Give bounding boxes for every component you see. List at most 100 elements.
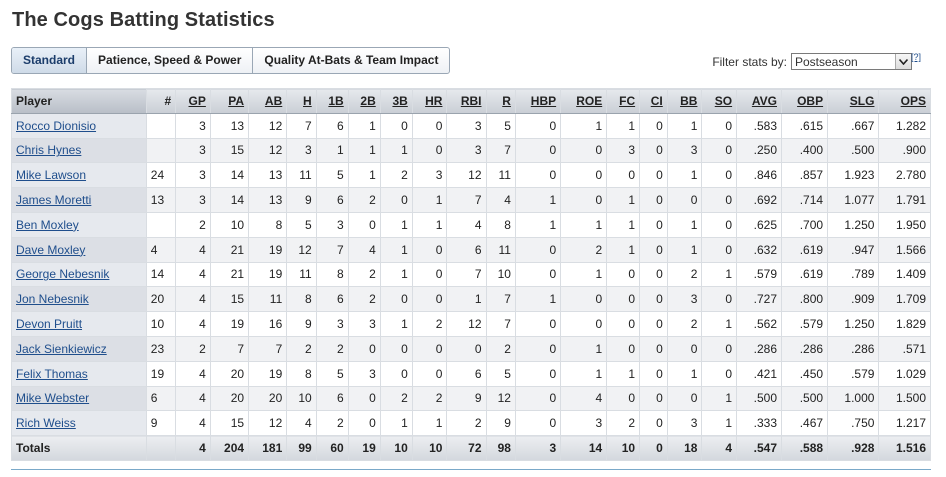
stat-cell: .615	[780, 112, 829, 139]
stat-cell: 1	[701, 261, 738, 288]
tab-quality-at-bats-team-impact[interactable]: Quality At-Bats & Team Impact	[264, 53, 439, 67]
stat-cell: 7	[485, 311, 516, 337]
column-header-hr[interactable]: HR	[411, 88, 448, 114]
stat-cell: 12	[446, 162, 487, 189]
stat-cell: 0	[639, 211, 668, 238]
totals-cell	[145, 435, 177, 461]
column-header-slg[interactable]: SLG	[827, 88, 880, 114]
stat-cell: 0	[560, 187, 608, 213]
player-link[interactable]: Chris Hynes	[16, 143, 82, 158]
column-header-so[interactable]: SO	[701, 88, 738, 114]
stat-cell: .500	[827, 137, 880, 164]
column-header-h[interactable]: H	[286, 88, 317, 114]
player-cell: Devon Pruitt	[11, 311, 147, 337]
player-link[interactable]: Rich Weiss	[16, 416, 76, 431]
column-header-2b[interactable]: 2B	[347, 88, 381, 114]
sort-link[interactable]: R	[502, 93, 511, 108]
sort-link[interactable]: GP	[188, 93, 206, 108]
column-header-obp[interactable]: OBP	[780, 88, 829, 114]
stat-cell: .421	[736, 360, 782, 387]
stat-cell: 1	[379, 211, 413, 238]
sort-link[interactable]: AB	[264, 93, 283, 108]
player-cell: Felix Thomas	[11, 360, 147, 387]
sort-link[interactable]: HR	[425, 93, 443, 108]
player-cell: Chris Hynes	[11, 137, 147, 164]
tab-standard[interactable]: Standard	[12, 48, 88, 73]
player-link[interactable]: Rocco Dionisio	[16, 118, 97, 133]
sort-link[interactable]: 1B	[328, 93, 344, 108]
player-link[interactable]: Felix Thomas	[16, 366, 88, 381]
stat-cell: .579	[827, 360, 880, 387]
stat-cell: .900	[878, 137, 931, 164]
sort-link[interactable]: HBP	[530, 93, 557, 108]
column-header-pa[interactable]: PA	[209, 88, 250, 114]
stat-cell: 4	[485, 187, 516, 213]
stat-cell: 1.077	[827, 187, 880, 213]
sort-link[interactable]: FC	[619, 93, 636, 108]
column-header-rbi[interactable]: RBI	[446, 88, 487, 114]
stat-cell: 11	[485, 236, 516, 263]
player-link[interactable]: Mike Lawson	[16, 168, 87, 183]
player-link[interactable]: George Nebesnik	[16, 267, 110, 282]
stat-cell: .583	[736, 112, 782, 139]
stat-cell: .286	[827, 335, 880, 362]
stat-cell: 1	[606, 236, 641, 263]
player-link[interactable]: Dave Moxley	[16, 242, 86, 257]
column-header-ci[interactable]: CI	[639, 88, 668, 114]
sort-link[interactable]: OPS	[900, 93, 926, 108]
stat-cell: 3	[666, 286, 703, 313]
stat-cell: 0	[701, 211, 738, 238]
stat-cell: .286	[736, 335, 782, 362]
sort-link[interactable]: CI	[650, 93, 663, 108]
sort-link[interactable]: ROE	[576, 93, 603, 108]
stat-cell: 0	[347, 385, 381, 412]
player-link[interactable]: Devon Pruitt	[16, 317, 83, 332]
table-row: James Moretti 13 3 14 13 9 6 2 0 1 7 4 1 0 1 0 0 0.692.71…	[11, 187, 931, 213]
column-header-1b[interactable]: 1B	[315, 88, 349, 114]
sort-link[interactable]: OBP	[797, 93, 824, 108]
sort-link[interactable]: AVG	[751, 93, 777, 108]
sort-link[interactable]: 2B	[360, 93, 376, 108]
stat-cell: 11	[248, 286, 288, 313]
column-header-roe[interactable]: ROE	[560, 88, 608, 114]
table-row: Mike Lawson 24 3 14 13 11 5 1 2 3 12 11 0 0 0 0 1 0.846.8…	[11, 162, 931, 189]
column-header-ops[interactable]: OPS	[878, 88, 931, 114]
stat-cell: 1.923	[827, 162, 880, 189]
stat-cell: 4	[175, 311, 211, 337]
stat-cell: 2	[175, 211, 211, 238]
player-link[interactable]: James Moretti	[16, 193, 92, 208]
column-header-gp[interactable]: GP	[175, 88, 211, 114]
stat-cell: 0	[701, 137, 738, 164]
player-link[interactable]: Mike Webster	[16, 391, 90, 406]
sort-link[interactable]: SO	[714, 93, 733, 108]
stat-cell: 2.780	[878, 162, 931, 189]
sort-link[interactable]: PA	[228, 93, 245, 108]
tab-patience-speed-power[interactable]: Patience, Speed & Power	[87, 48, 254, 73]
sort-link[interactable]: H	[303, 93, 312, 108]
stat-cell: .250	[736, 137, 782, 164]
column-header-fc[interactable]: FC	[606, 88, 641, 114]
sort-link[interactable]: RBI	[460, 93, 482, 108]
player-link[interactable]: Ben Moxley	[16, 217, 79, 232]
sort-link[interactable]: 3B	[392, 93, 408, 108]
column-header-3b[interactable]: 3B	[379, 88, 413, 114]
stat-cell: 0	[666, 385, 703, 412]
column-header-bb[interactable]: BB	[666, 88, 703, 114]
filter-help-link[interactable]: [?]	[910, 52, 921, 62]
player-cell: George Nebesnik	[11, 261, 147, 288]
stat-cell: 1	[606, 112, 641, 139]
column-header-hbp[interactable]: HBP	[514, 88, 562, 114]
sort-link[interactable]: SLG	[849, 93, 875, 108]
column-header-avg[interactable]: AVG	[736, 88, 782, 114]
column-header-r[interactable]: R	[485, 88, 516, 114]
filter-select[interactable]: Postseason	[791, 53, 912, 70]
stat-cell: 0	[639, 410, 668, 437]
stat-cell: 8	[248, 211, 288, 238]
stat-cell: 0	[347, 335, 381, 362]
player-link[interactable]: Jon Nebesnik	[16, 292, 89, 307]
chevron-down-icon[interactable]	[895, 54, 911, 69]
sort-link[interactable]: BB	[680, 93, 698, 108]
column-header-ab[interactable]: AB	[248, 88, 288, 114]
stat-cell: 0	[639, 261, 668, 288]
player-link[interactable]: Jack Sienkiewicz	[16, 341, 107, 356]
